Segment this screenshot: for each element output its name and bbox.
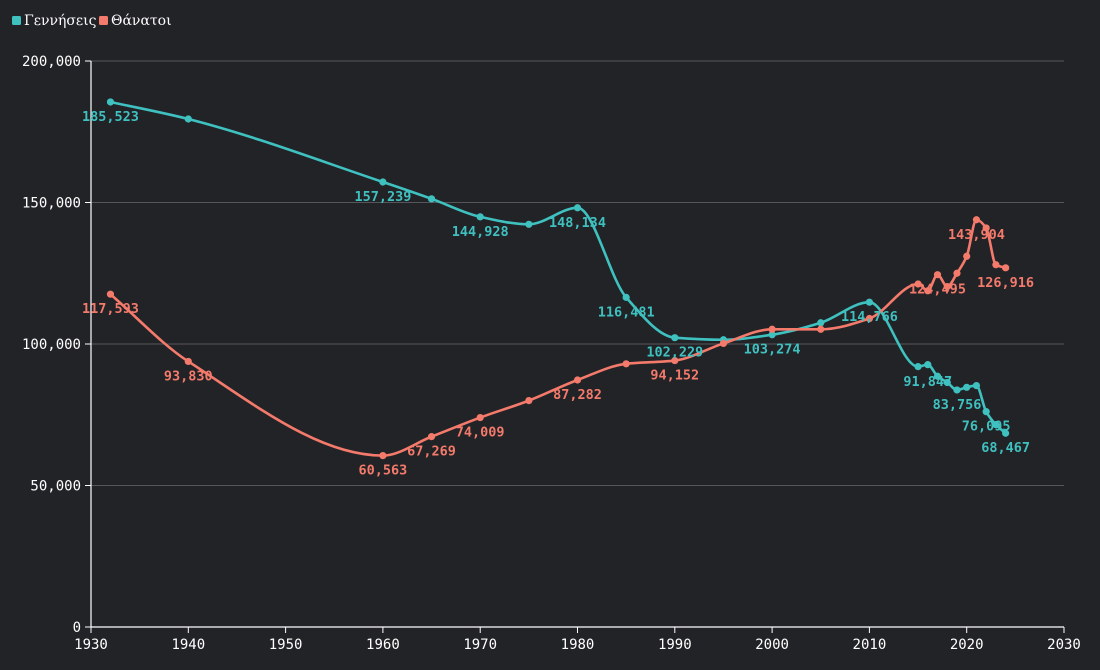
data-point-deaths[interactable] [924, 287, 932, 295]
axes: 0 50,000 100,000 150,000 200,000 1930 1940 1950… [22, 54, 1081, 653]
data-point-births[interactable] [963, 383, 971, 391]
data-point-births[interactable] [972, 382, 981, 390]
x-tick-label: 2010 [853, 637, 887, 653]
data-point-deaths[interactable] [525, 397, 533, 405]
data-label-deaths: 126,916 [977, 275, 1034, 291]
legend-swatch-births [12, 16, 21, 25]
data-label-births: 148,134 [549, 215, 606, 231]
data-point-births[interactable] [379, 178, 387, 186]
data-label-deaths: 143,904 [948, 227, 1005, 243]
data-label-births: 102,229 [646, 345, 703, 361]
data-point-deaths[interactable] [943, 282, 951, 291]
data-label-deaths: 87,282 [553, 387, 602, 403]
y-tick-label: 150,000 [22, 196, 81, 212]
data-label-deaths: 93,830 [164, 368, 213, 384]
data-point-deaths[interactable] [106, 290, 115, 298]
data-point-deaths[interactable] [933, 271, 942, 279]
data-point-deaths[interactable] [719, 339, 728, 348]
data-label-deaths: 60,563 [359, 463, 408, 479]
data-point-births[interactable] [525, 220, 533, 228]
legend: Γεννήσεις Θάνατοι [12, 13, 172, 29]
data-label-births: 91,847 [903, 374, 952, 390]
data-point-births[interactable] [953, 386, 961, 394]
data-label-births: 116,481 [598, 304, 655, 320]
data-labels: 185,523 157,239 144,928 148,134 116,481 102,2… [82, 109, 1034, 479]
data-point-deaths[interactable] [379, 452, 387, 460]
y-tick-label: 0 [73, 620, 81, 636]
data-point-births[interactable] [992, 421, 1000, 429]
y-tick-label: 50,000 [30, 479, 81, 495]
series-deaths [106, 216, 1010, 460]
data-point-births[interactable] [943, 378, 951, 387]
data-point-births[interactable] [573, 204, 582, 212]
data-point-births[interactable] [671, 334, 679, 342]
x-tick-label: 1940 [171, 637, 205, 653]
data-point-births[interactable] [622, 293, 630, 301]
data-point-deaths[interactable] [671, 356, 679, 365]
data-point-deaths[interactable] [184, 357, 192, 366]
data-point-births[interactable] [106, 98, 115, 106]
legend-swatch-deaths [99, 16, 108, 25]
data-point-deaths[interactable] [914, 280, 922, 288]
y-tick-label: 100,000 [22, 337, 81, 353]
data-label-deaths: 74,009 [456, 425, 505, 441]
data-point-births[interactable] [865, 298, 874, 306]
data-point-deaths[interactable] [573, 376, 582, 384]
x-tick-label: 2020 [950, 637, 984, 653]
series-layer [106, 98, 1010, 460]
x-tick-label: 2030 [1047, 637, 1081, 653]
data-point-deaths[interactable] [476, 413, 484, 422]
x-tick-label: 1980 [561, 637, 595, 653]
series-line-births [109, 100, 1007, 435]
data-point-deaths[interactable] [953, 269, 961, 277]
y-tick-label: 200,000 [22, 54, 81, 70]
data-label-births: 157,239 [354, 189, 411, 205]
grid [91, 60, 1064, 486]
data-point-births[interactable] [427, 195, 436, 203]
legend-label-deaths[interactable]: Θάνατοι [111, 13, 172, 29]
data-point-births[interactable] [982, 408, 990, 416]
data-point-births[interactable] [1002, 429, 1010, 437]
data-point-deaths[interactable] [1002, 264, 1010, 272]
data-point-births[interactable] [914, 363, 922, 371]
data-point-deaths[interactable] [622, 360, 630, 368]
data-point-births[interactable] [817, 319, 825, 327]
data-point-deaths[interactable] [817, 325, 825, 333]
data-label-births: 103,274 [744, 342, 801, 358]
legend-label-births[interactable]: Γεννήσεις [24, 13, 97, 29]
data-point-deaths[interactable] [963, 252, 971, 260]
x-tick-label: 1960 [366, 637, 400, 653]
data-label-deaths: 124,495 [909, 282, 966, 298]
x-tick-label: 2000 [755, 637, 789, 653]
data-point-deaths[interactable] [972, 216, 981, 224]
data-label-births: 68,467 [981, 440, 1030, 456]
data-point-deaths[interactable] [768, 325, 776, 333]
data-label-births: 83,756 [933, 397, 982, 413]
data-label-births: 76,095 [962, 419, 1011, 435]
data-point-births[interactable] [184, 115, 192, 123]
data-point-deaths[interactable] [427, 433, 436, 441]
data-label-deaths: 117,593 [82, 301, 139, 317]
series-line-deaths [109, 218, 1007, 457]
data-point-births[interactable] [768, 331, 776, 339]
data-label-births: 144,928 [452, 224, 509, 240]
data-label-deaths: 94,152 [650, 368, 699, 384]
data-point-births[interactable] [933, 372, 942, 380]
x-tick-label: 1970 [463, 637, 497, 653]
data-label-births: 114,766 [841, 309, 898, 325]
data-point-deaths[interactable] [982, 224, 990, 232]
x-tick-label: 1930 [74, 637, 108, 653]
data-point-births[interactable] [476, 213, 484, 221]
x-tick-label: 1990 [658, 637, 692, 653]
data-point-deaths[interactable] [992, 261, 1000, 269]
data-point-births[interactable] [924, 361, 932, 369]
data-label-births: 185,523 [82, 109, 139, 125]
x-tick-label: 1950 [269, 637, 303, 653]
data-label-deaths: 67,269 [407, 444, 456, 460]
data-point-deaths[interactable] [865, 314, 874, 323]
